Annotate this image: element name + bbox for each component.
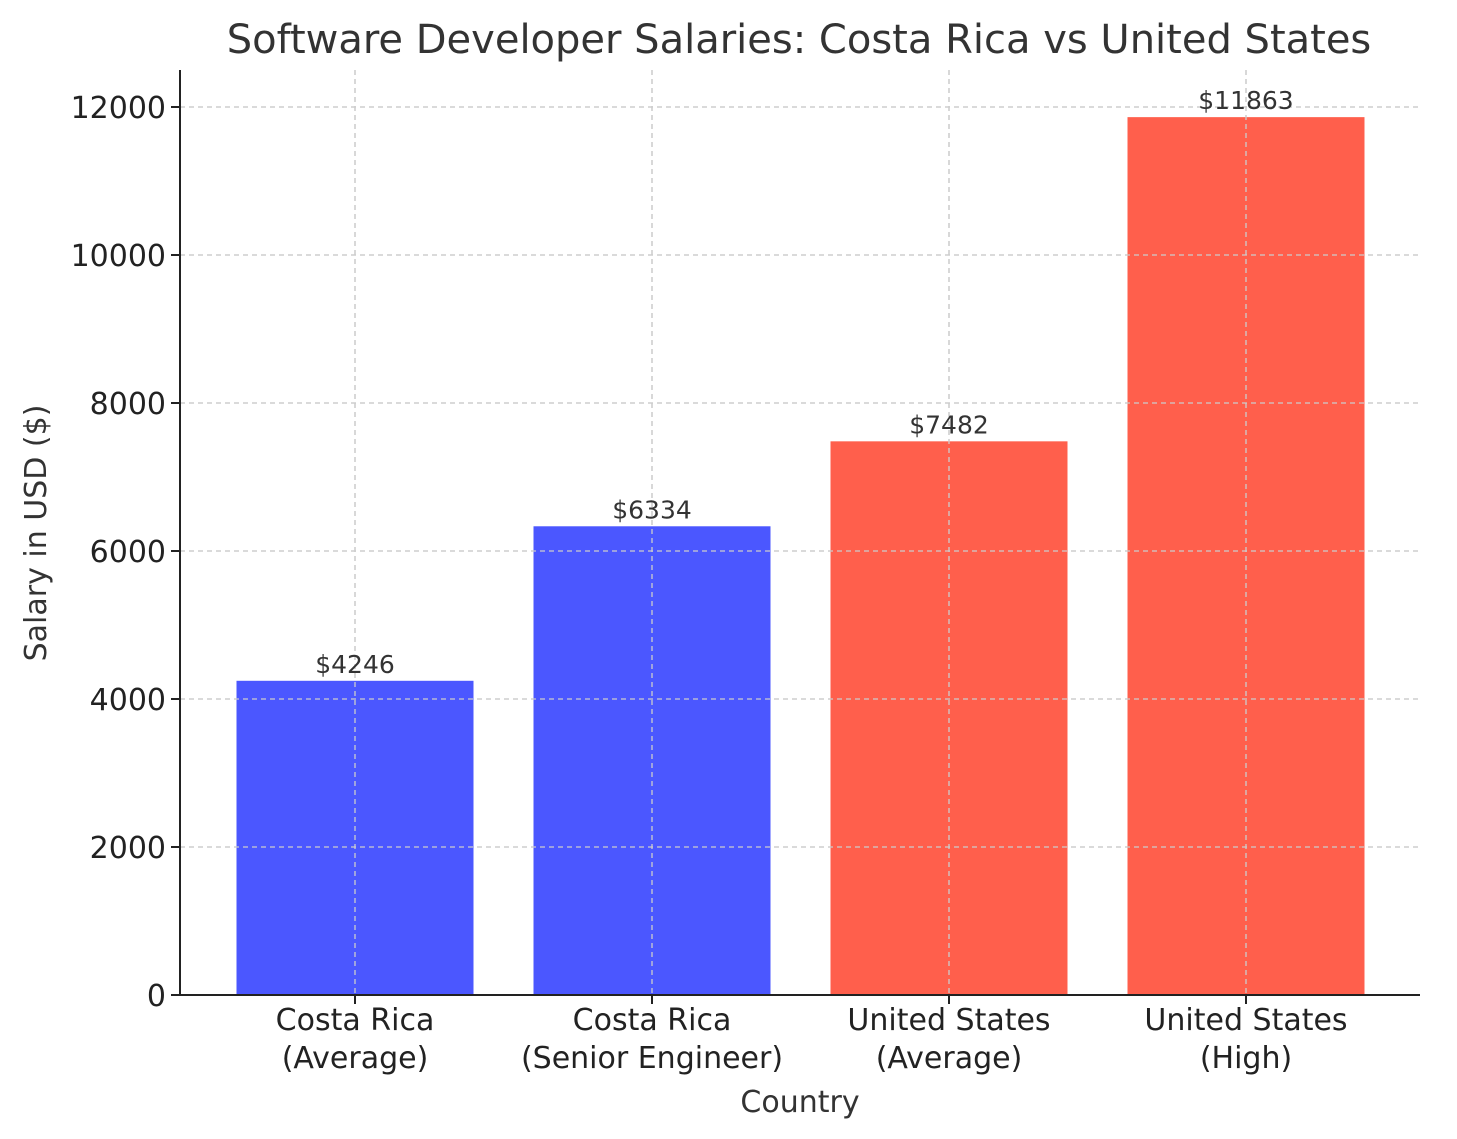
bars [236, 117, 1365, 995]
x-tick-label: (Average) [282, 1041, 429, 1076]
x-tick-label: (Average) [876, 1041, 1023, 1076]
x-ticks: Costa Rica(Average)Costa Rica(Senior Eng… [276, 995, 1348, 1076]
bar-value-label: $4246 [315, 650, 395, 679]
x-tick-label: United States [1144, 1003, 1347, 1038]
y-ticks: 0 2000 4000 6000 8000 10000 12000 [71, 91, 180, 1014]
x-tick-label: United States [847, 1003, 1050, 1038]
y-tick-label: 12000 [71, 91, 166, 126]
bar-value-label: $7482 [909, 410, 989, 439]
y-tick-label: 0 [147, 979, 166, 1014]
bar-value-label: $11863 [1198, 86, 1293, 115]
y-tick-label: 2000 [90, 831, 166, 866]
y-tick-label: 10000 [71, 239, 166, 274]
x-tick-label: Costa Rica [573, 1003, 732, 1038]
y-tick-label: 6000 [90, 535, 166, 570]
y-axis-label: Salary in USD ($) [19, 405, 54, 662]
y-tick-label: 4000 [90, 683, 166, 718]
grid-overlay [180, 70, 1420, 995]
bar-value-label: $6334 [612, 495, 692, 524]
y-tick-label: 8000 [90, 387, 166, 422]
x-tick-label: Costa Rica [276, 1003, 435, 1038]
x-axis-label: Country [740, 1085, 859, 1120]
chart-title: Software Developer Salaries: Costa Rica … [227, 17, 1372, 63]
data-labels: $4246 $6334 $7482 $11863 [315, 86, 1293, 679]
axes [179, 70, 1420, 996]
x-tick-label: (Senior Engineer) [521, 1041, 783, 1076]
x-tick-label: (High) [1200, 1041, 1292, 1076]
